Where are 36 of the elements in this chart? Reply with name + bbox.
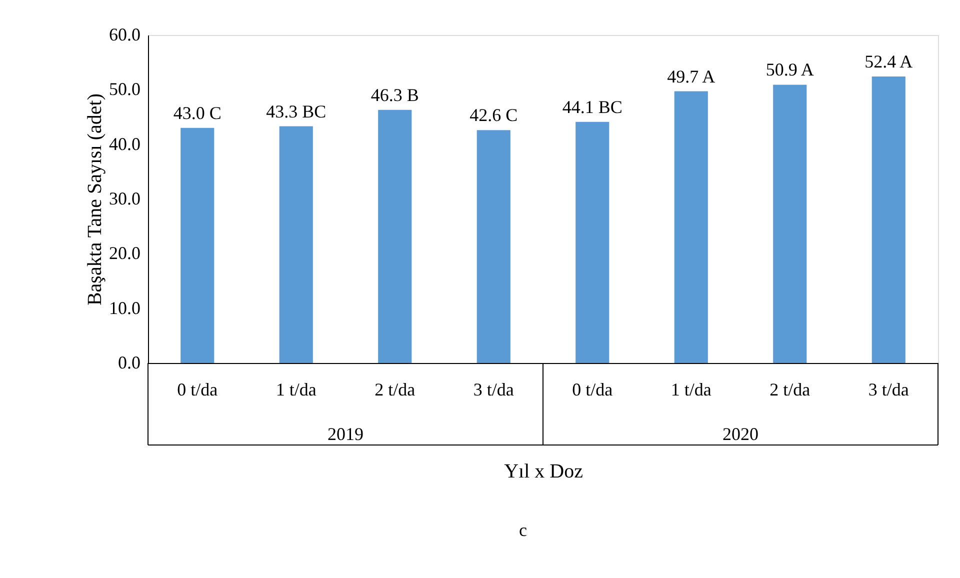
x-tick-label: 1 t/da	[670, 380, 712, 400]
bar	[476, 130, 510, 363]
bar	[674, 91, 708, 363]
y-tick-label: 40.0	[109, 134, 140, 154]
data-label: 43.0 C	[173, 102, 222, 123]
data-label: 52.4 A	[864, 52, 913, 72]
y-tick-label: 10.0	[109, 298, 140, 318]
x-tick-label: 2 t/da	[374, 380, 416, 400]
x-tick-label: 0 t/da	[572, 380, 613, 400]
y-tick-label: 60.0	[109, 24, 140, 44]
y-tick-label: 30.0	[109, 188, 140, 208]
bar	[279, 126, 313, 363]
data-label: 43.3 BC	[266, 101, 326, 122]
bar	[378, 110, 412, 363]
y-tick-label: 50.0	[109, 79, 140, 100]
text: 2020	[722, 424, 758, 444]
x-tick-label: 3 t/da	[868, 380, 909, 400]
data-label: 50.9 A	[766, 60, 814, 80]
y-tick-label: 0.0	[118, 352, 140, 372]
data-label: 44.1 BC	[562, 96, 622, 117]
x-tick-label: 2 t/da	[770, 380, 810, 400]
bar	[576, 122, 610, 363]
bar	[872, 76, 906, 363]
data-label: 42.6 C	[470, 105, 518, 126]
y-tick-label: 20.0	[109, 243, 140, 264]
x-tick-label: 3 t/da	[473, 380, 514, 400]
text: c	[519, 520, 527, 540]
x-axis-title: Yıl x Doz	[504, 460, 584, 482]
x-tick-label: 0 t/da	[177, 380, 218, 400]
data-label: 46.3 B	[370, 84, 419, 105]
bar	[773, 84, 807, 363]
y-axis-title: Başakta Tane Sayısı (adet)	[84, 93, 106, 306]
x-tick-label: 1 t/da	[276, 380, 316, 400]
text: 2019	[328, 424, 364, 444]
bar	[180, 128, 214, 363]
data-label: 49.7 A	[667, 66, 716, 86]
